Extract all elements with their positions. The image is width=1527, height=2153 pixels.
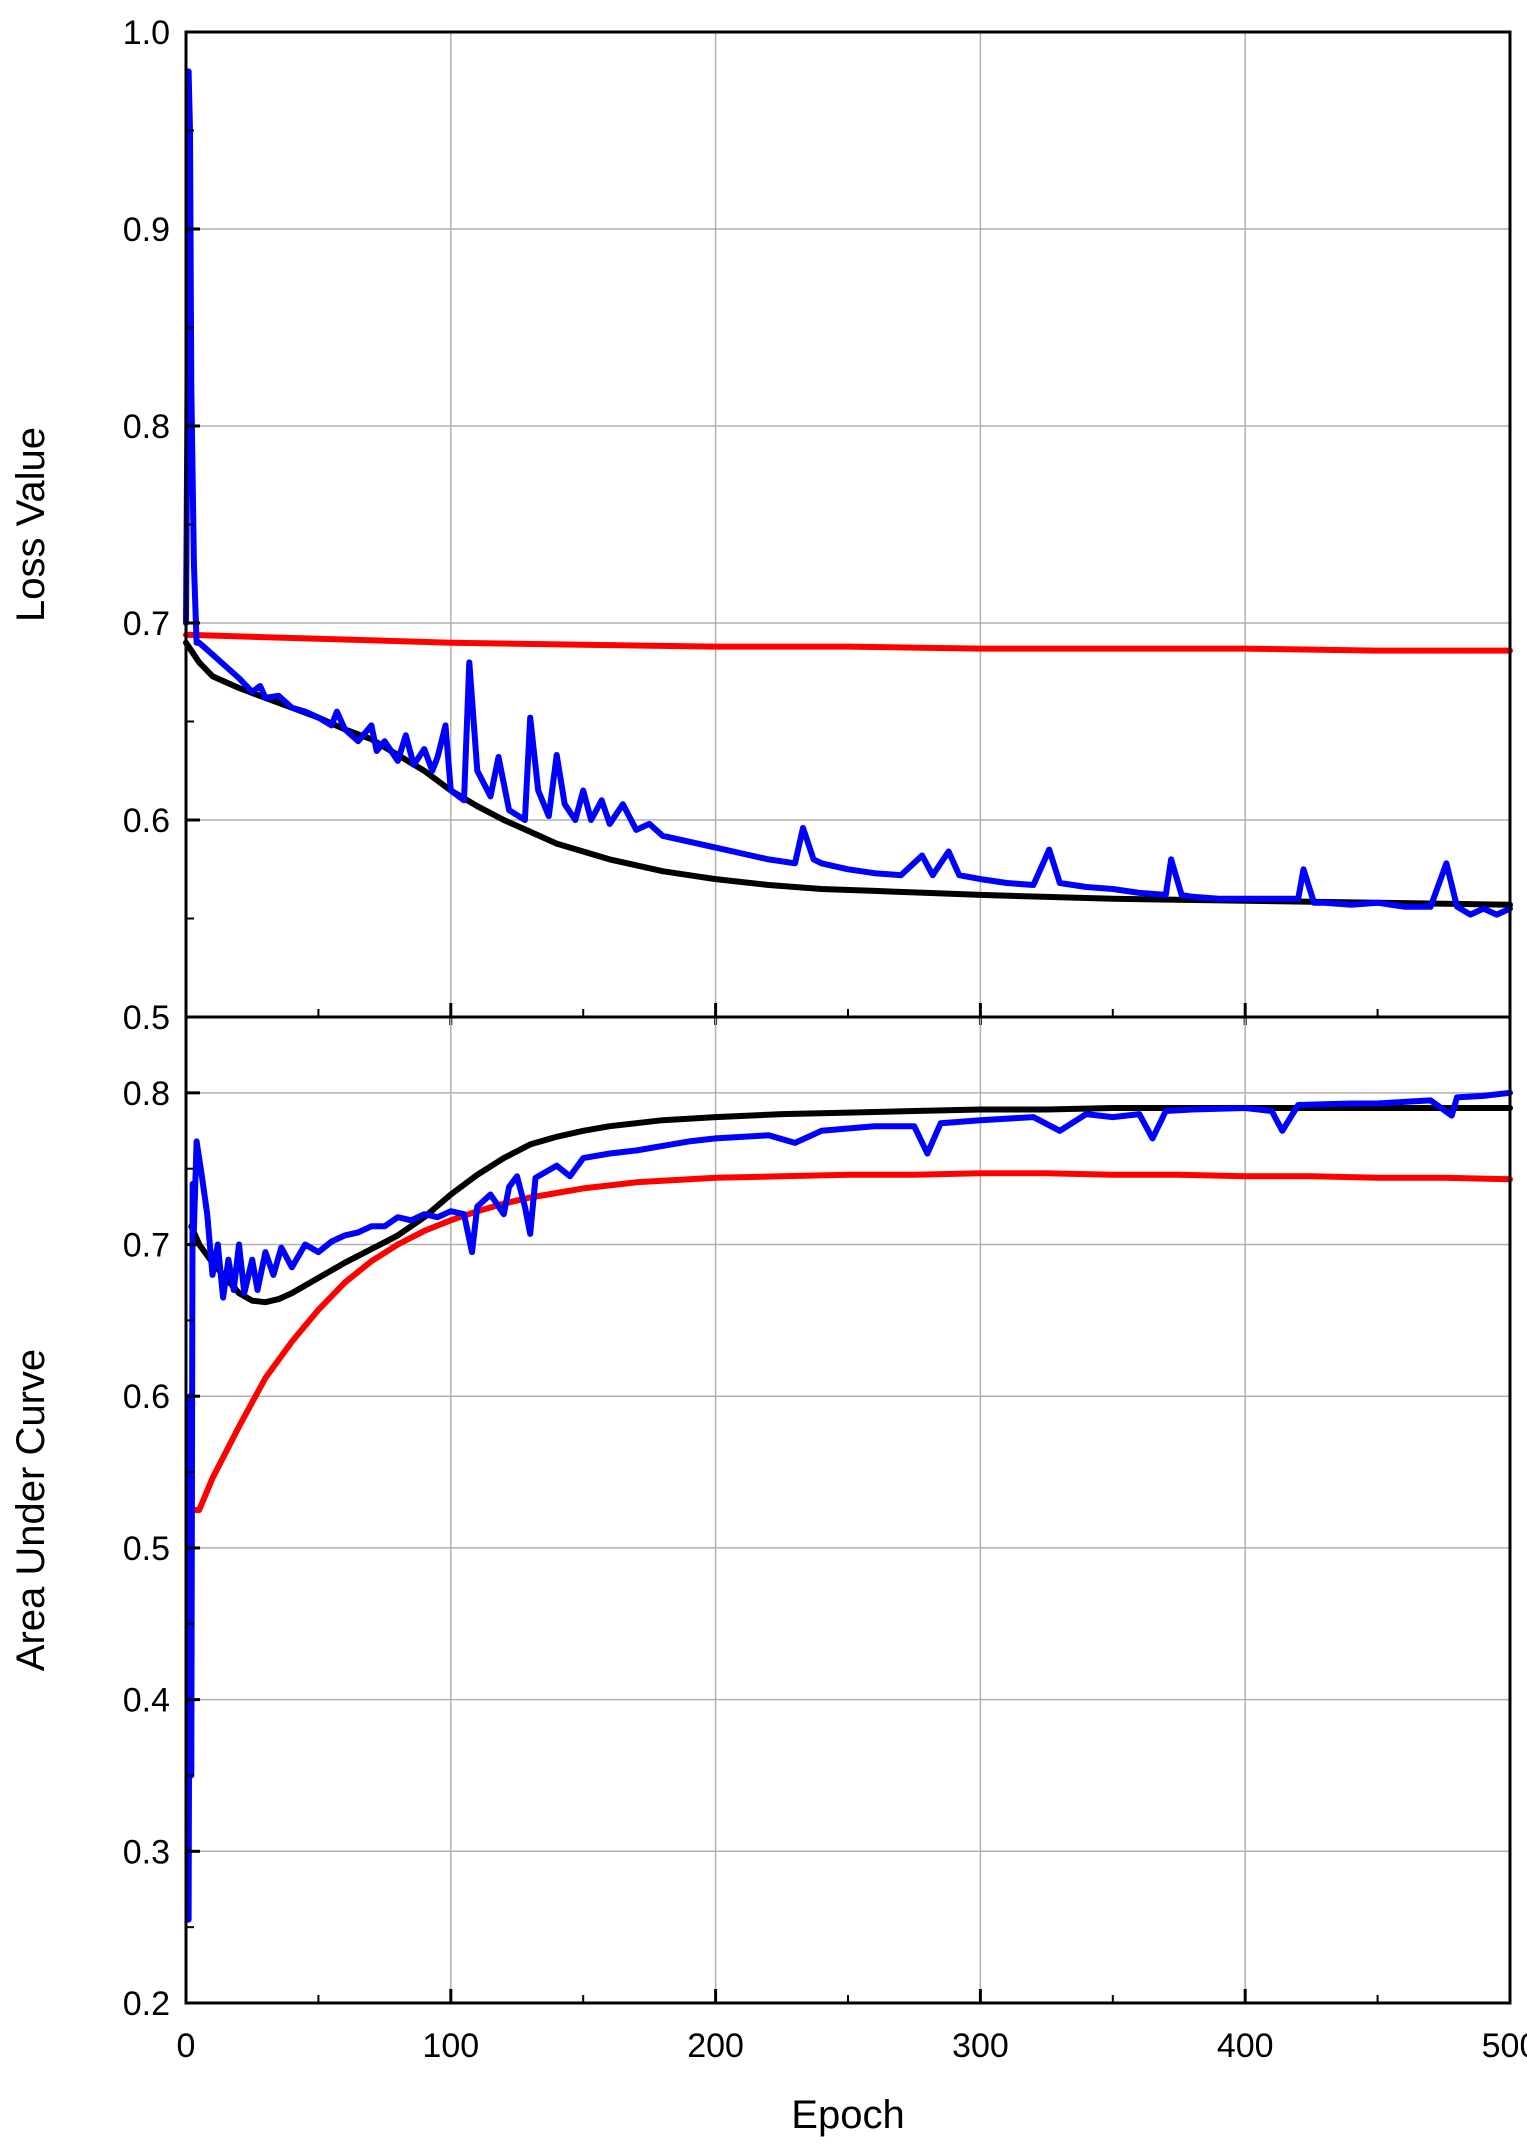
x-tick-label: 300 bbox=[952, 2027, 1009, 2065]
auc-series-line-1 bbox=[190, 1170, 1513, 1513]
auc-panel: 0.2 0.3 0.4 0.5 0.6 0.7 0.8 0 100 200 300 400 500 Ar… bbox=[9, 1015, 1527, 2137]
auc-y-tick-label: 0.8 bbox=[123, 1075, 170, 1113]
auc-y-tick-label: 0.5 bbox=[123, 1530, 170, 1568]
loss-panel: 0.5 0.6 0.7 0.8 0.9 1.0 Loss Value bbox=[9, 14, 1513, 1037]
loss-y-tick-label: 0.7 bbox=[123, 605, 170, 643]
auc-y-tick-label: 0.2 bbox=[123, 1985, 170, 2023]
loss-y-tick-label: 0.5 bbox=[123, 999, 170, 1037]
loss-y-tick-label: 1.0 bbox=[123, 14, 170, 52]
x-axis-label: Epoch bbox=[791, 2093, 904, 2137]
auc-y-tick-label: 0.7 bbox=[123, 1227, 170, 1265]
auc-grid bbox=[186, 1017, 1510, 2003]
loss-series-group bbox=[183, 68, 1513, 918]
loss-series-line-1 bbox=[183, 631, 1513, 654]
auc-series-line-3 bbox=[185, 1089, 1513, 1923]
auc-y-axis-label: Area Under Curve bbox=[9, 1349, 53, 1671]
loss-ticks: 0.5 0.6 0.7 0.8 0.9 1.0 bbox=[123, 14, 1512, 1037]
loss-y-tick-label: 0.9 bbox=[123, 211, 170, 249]
x-tick-label: 400 bbox=[1217, 2027, 1274, 2065]
loss-y-tick-label: 0.8 bbox=[123, 408, 170, 446]
auc-y-tick-label: 0.4 bbox=[123, 1682, 170, 1720]
loss-series-line-3 bbox=[183, 68, 1513, 918]
auc-ticks: 0.2 0.3 0.4 0.5 0.6 0.7 0.8 0 100 200 300 400 500 bbox=[123, 1075, 1527, 2065]
auc-y-tick-label: 0.3 bbox=[123, 1833, 170, 1871]
loss-grid bbox=[186, 32, 1510, 1017]
loss-series-line-2 bbox=[183, 639, 1513, 908]
auc-series-group bbox=[185, 1089, 1513, 1923]
loss-y-axis-label: Loss Value bbox=[9, 427, 53, 622]
x-tick-label: 200 bbox=[687, 2027, 744, 2065]
auc-series-line-2 bbox=[188, 1105, 1513, 1306]
x-tick-label: 100 bbox=[422, 2027, 479, 2065]
x-tick-label: 500 bbox=[1482, 2027, 1527, 2065]
x-tick-label: 0 bbox=[177, 2027, 196, 2065]
loss-y-tick-label: 0.6 bbox=[123, 802, 170, 840]
auc-plot-frame bbox=[184, 1015, 1512, 2005]
auc-y-tick-label: 0.6 bbox=[123, 1378, 170, 1416]
